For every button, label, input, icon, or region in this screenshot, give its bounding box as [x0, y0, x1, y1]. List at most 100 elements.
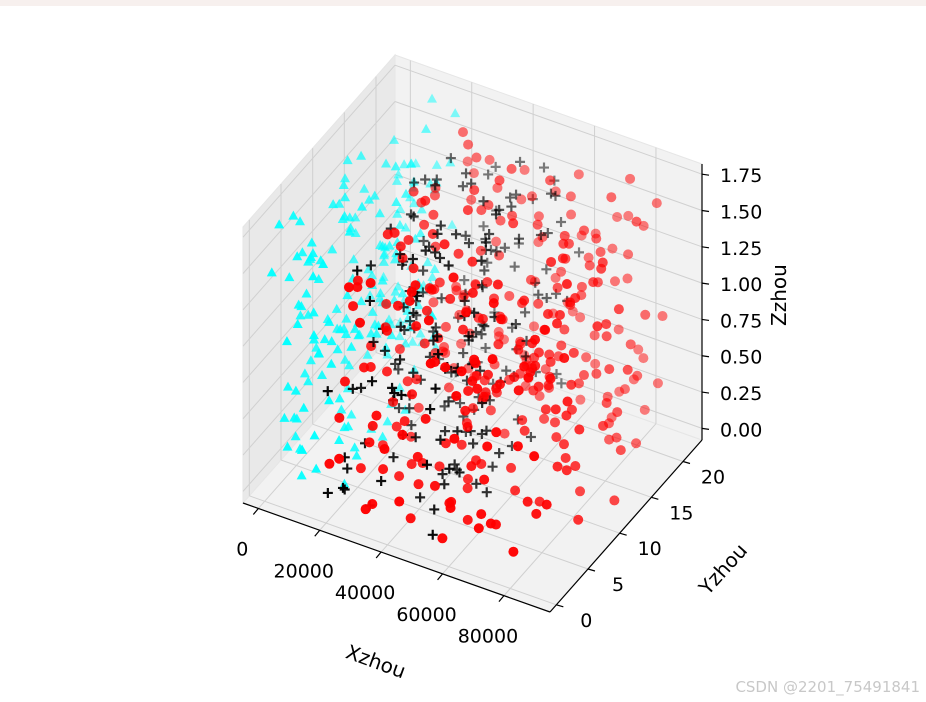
grid-line	[242, 282, 396, 456]
data-point-circle	[462, 421, 473, 432]
data-point-circle	[439, 239, 450, 250]
data-point-plus	[368, 336, 379, 347]
data-point-circle	[419, 338, 430, 349]
data-point-triangle	[389, 134, 400, 144]
data-point-triangle	[407, 336, 418, 346]
data-point-circle	[472, 383, 483, 394]
data-point-circle	[631, 438, 642, 449]
data-point-plus	[463, 331, 474, 342]
data-point-circle	[448, 272, 459, 283]
data-point-plus	[339, 484, 350, 495]
data-point-triangle	[305, 355, 316, 365]
data-point-circle	[348, 301, 359, 312]
tick-labels: 020000400006000080000051015200.000.250.5…	[236, 165, 762, 647]
data-point-circle	[512, 441, 523, 452]
data-point-circle	[437, 533, 448, 544]
data-point-plus	[550, 190, 561, 201]
data-point-circle	[405, 513, 416, 524]
data-point-circle	[612, 407, 623, 418]
data-point-triangle	[295, 310, 306, 320]
data-point-plus	[463, 238, 474, 249]
data-point-circle	[609, 495, 620, 506]
data-point-circle	[449, 433, 460, 444]
data-point-triangle	[311, 463, 322, 473]
data-point-triangle	[338, 180, 349, 190]
data-point-circle	[519, 425, 530, 436]
data-point-circle	[413, 479, 424, 490]
data-point-plus	[515, 156, 526, 167]
data-point-circle	[399, 416, 410, 427]
data-point-circle	[324, 458, 335, 469]
data-point-plus	[443, 260, 454, 271]
data-point-circle	[540, 324, 551, 335]
data-point-plus	[342, 463, 353, 474]
grid-line	[344, 387, 652, 498]
z-tick	[701, 427, 710, 430]
data-point-plus	[364, 295, 375, 306]
data-point-circle	[485, 405, 496, 416]
data-point-circle	[573, 514, 584, 525]
data-point-plus	[430, 383, 441, 394]
data-point-triangle	[365, 290, 376, 300]
data-point-plus	[405, 316, 416, 327]
y-axis-line	[549, 439, 703, 613]
data-point-triangle	[282, 441, 293, 451]
z-tick-label: 0.75	[720, 310, 762, 332]
data-point-plus	[365, 260, 376, 271]
data-point-circle	[428, 209, 439, 220]
data-point-circle	[382, 325, 393, 336]
data-point-plus	[556, 217, 567, 228]
data-point-circle	[551, 432, 562, 443]
data-point-circle	[568, 347, 579, 358]
data-point-circle	[509, 372, 520, 383]
data-point-circle	[552, 282, 563, 293]
data-point-circle	[607, 243, 618, 254]
data-point-plus	[541, 264, 552, 275]
data-point-circle	[428, 297, 439, 308]
data-point-triangle	[308, 307, 319, 317]
data-point-circle	[513, 385, 524, 396]
data-point-triangle	[334, 198, 345, 208]
data-point-circle	[540, 404, 551, 415]
z-tick-label: 0.50	[720, 347, 762, 369]
data-point-circle	[471, 152, 482, 163]
data-point-triangle	[348, 254, 359, 264]
data-point-circle	[523, 372, 534, 383]
data-point-triangle	[292, 318, 303, 328]
data-point-circle	[406, 459, 417, 470]
data-point-plus	[574, 247, 585, 258]
data-point-triangle	[447, 219, 458, 229]
data-point-plus	[409, 177, 420, 188]
data-point-plus	[436, 293, 447, 304]
data-point-circle	[364, 437, 375, 448]
x-tick	[498, 595, 505, 603]
data-point-circle	[494, 175, 505, 186]
data-point-circle	[483, 200, 494, 211]
grid-line	[394, 64, 703, 175]
data-point-circle	[463, 385, 474, 396]
data-point-plus	[435, 434, 446, 445]
data-point-circle	[559, 324, 570, 335]
data-point-triangle	[331, 303, 342, 313]
z-tick	[701, 173, 710, 176]
y-tick	[651, 496, 659, 500]
data-point-circle	[491, 427, 502, 438]
data-point-circle	[466, 194, 477, 205]
data-point-circle	[494, 379, 505, 390]
y-tick	[587, 568, 596, 572]
data-point-plus	[389, 388, 400, 399]
data-point-plus	[533, 289, 544, 300]
data-point-circle	[583, 252, 594, 263]
data-point-triangle	[309, 430, 320, 440]
data-point-circle	[566, 209, 577, 220]
z-tick-label: 0.00	[720, 419, 762, 441]
data-point-triangle	[450, 108, 461, 118]
data-point-circle	[478, 391, 489, 402]
data-point-plus	[388, 452, 399, 463]
data-point-triangle	[374, 293, 385, 303]
watermark: CSDN @2201_75491841	[735, 678, 920, 696]
data-point-circle	[633, 344, 644, 355]
data-point-plus	[468, 438, 479, 449]
data-point-circle	[485, 518, 496, 529]
data-point-triangle	[394, 219, 405, 229]
